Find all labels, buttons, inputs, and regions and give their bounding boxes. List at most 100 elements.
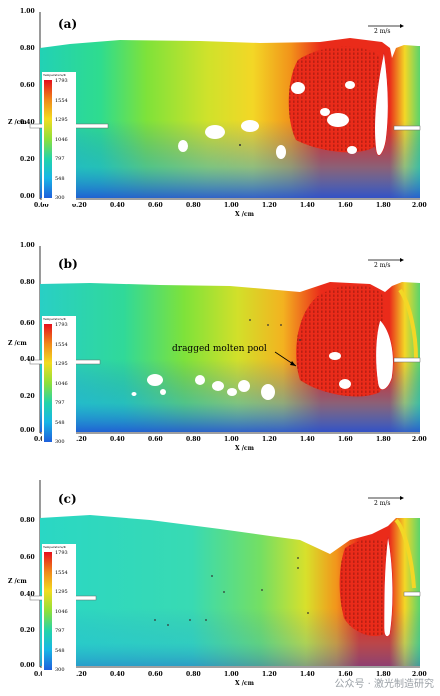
colorbar-level: 548 [55, 176, 65, 182]
panel-c-xtick: 1.80 [376, 671, 391, 678]
panel-b-xlabel: X /cm [235, 445, 254, 452]
panel-c: (c) 2 m/s Z /cm X /cm 0.80 0.60 0.40 0.2… [0, 468, 440, 696]
panel-a-ytick: 0.00 [20, 193, 35, 200]
panel-a-ytick: 0.80 [20, 45, 35, 52]
panel-b-scale-label: 2 m/s [374, 262, 391, 269]
panel-b-ytick: 0.40 [20, 356, 35, 363]
panel-a-xtick: 1.20 [262, 202, 277, 209]
panel-b-xtick: 1.60 [338, 436, 353, 443]
colorbar [44, 552, 52, 670]
panel-c-xtick: 0.40 [110, 671, 125, 678]
colorbar [44, 324, 52, 442]
panel-b-xtick: 0.00 [34, 436, 49, 443]
colorbar-level: 548 [55, 648, 65, 654]
panel-a-xtick: 1.00 [224, 202, 239, 209]
colorbar-level: 797 [55, 400, 65, 406]
panel-c-ylabel: Z /cm [8, 578, 27, 585]
colorbar-level: 1554 [55, 570, 68, 576]
panel-a: (a) 2 m/s Z /cm X /cm 1.00 0.80 0.60 0.4… [0, 0, 440, 230]
colorbar-level: 1793 [55, 322, 68, 328]
colorbar-level: 300 [55, 667, 65, 673]
panel-a-ytick: 1.00 [20, 8, 35, 15]
panel-b-label: (b) [58, 257, 78, 271]
panel-b-xtick: 1.40 [300, 436, 315, 443]
panel-c-xtick: 0.80 [186, 671, 201, 678]
dragged-molten-pool-annotation: dragged molten pool [172, 344, 267, 354]
panel-c-ytick: 0.40 [20, 591, 35, 598]
colorbar-level: 1793 [55, 550, 68, 556]
panel-a-xtick: 1.80 [376, 202, 391, 209]
watermark: 公众号 · 激光制造研究 [334, 679, 434, 690]
colorbar-level: 1295 [55, 361, 68, 367]
colorbar-level: 1554 [55, 342, 68, 348]
colorbar-level: 1554 [55, 98, 68, 104]
panel-c-ytick: 0.00 [20, 662, 35, 669]
panel-c-xlabel: X /cm [235, 680, 254, 687]
panel-a-plot [29, 12, 421, 200]
colorbar-level: 548 [55, 420, 65, 426]
colorbar-title: Temperature/K [43, 317, 66, 321]
colorbar-level: 797 [55, 628, 65, 634]
colorbar-level: 797 [55, 156, 65, 162]
panel-c-ytick: 0.20 [20, 627, 35, 634]
panel-a-xtick: 0.80 [186, 202, 201, 209]
panel-a-colorbar-legend: Temperature/K 1793 1554 1295 1046 797 54… [42, 72, 76, 204]
panel-b-ytick: 0.00 [20, 427, 35, 434]
panel-b-ytick: 1.00 [20, 242, 35, 249]
panel-c-xtick: 1.20 [262, 671, 277, 678]
panel-b-xtick: 0.60 [148, 436, 163, 443]
colorbar-level: 300 [55, 439, 65, 445]
colorbar-level: 1295 [55, 589, 68, 595]
panel-b: (b) 2 m/s dragged molten pool Z /cm X /c… [0, 234, 440, 464]
panel-a-xlabel: X /cm [235, 211, 254, 218]
panel-a-ytick: 0.60 [20, 82, 35, 89]
colorbar-title: Temperature/K [43, 545, 66, 549]
panel-c-xtick: 1.60 [338, 671, 353, 678]
colorbar-level: 1046 [55, 609, 68, 615]
panel-c-xtick: 1.00 [224, 671, 239, 678]
panel-a-xtick: 0.40 [110, 202, 125, 209]
panel-a-ytick: 0.40 [20, 119, 35, 126]
panel-a-scale-label: 2 m/s [374, 28, 391, 35]
panel-b-xtick: 0.20 [72, 436, 87, 443]
panel-c-xtick: 1.40 [300, 671, 315, 678]
panel-a-ylabel: Z /cm [8, 119, 27, 126]
panel-a-xtick: 1.60 [338, 202, 353, 209]
panel-b-xtick: 0.40 [110, 436, 125, 443]
colorbar-level: 1793 [55, 78, 68, 84]
panel-b-ylabel: Z /cm [8, 340, 27, 347]
panel-b-xtick: 1.20 [262, 436, 277, 443]
panel-a-xtick: 1.40 [300, 202, 315, 209]
panel-b-ytick: 0.60 [20, 320, 35, 327]
panel-c-ytick: 0.60 [20, 554, 35, 561]
panel-b-xtick: 1.80 [376, 436, 391, 443]
panel-b-plot [29, 246, 421, 434]
panel-a-xtick: 0.20 [72, 202, 87, 209]
panel-a-xtick: 0.60 [148, 202, 163, 209]
panel-a-xtick: 0.00 [34, 202, 49, 209]
panel-a-label: (a) [58, 17, 78, 31]
panel-c-scale-label: 2 m/s [374, 500, 391, 507]
panel-c-xtick: 0.60 [148, 671, 163, 678]
colorbar-level: 300 [55, 195, 65, 201]
colorbar-title: Temperature/K [43, 73, 66, 77]
panel-c-xtick: 0.20 [72, 671, 87, 678]
panel-c-xtick: 2.00 [412, 671, 427, 678]
colorbar-level: 1046 [55, 137, 68, 143]
panel-a-ytick: 0.20 [20, 156, 35, 163]
colorbar [44, 80, 52, 198]
panel-b-ytick: 0.80 [20, 279, 35, 286]
panel-c-colorbar-legend: Temperature/K 1793 1554 1295 1046 797 54… [42, 544, 76, 676]
panel-c-ytick: 0.80 [20, 517, 35, 524]
panel-c-xtick: 0.00 [34, 671, 49, 678]
panel-b-colorbar-legend: Temperature/K 1793 1554 1295 1046 797 54… [42, 316, 76, 448]
colorbar-level: 1046 [55, 381, 68, 387]
panel-b-xtick: 2.00 [412, 436, 427, 443]
panel-b-xtick: 1.00 [224, 436, 239, 443]
panel-c-label: (c) [58, 492, 77, 506]
panel-b-ytick: 0.20 [20, 393, 35, 400]
panel-a-xtick: 2.00 [412, 202, 427, 209]
panel-c-plot [29, 480, 421, 668]
colorbar-level: 1295 [55, 117, 68, 123]
panel-b-xtick: 0.80 [186, 436, 201, 443]
